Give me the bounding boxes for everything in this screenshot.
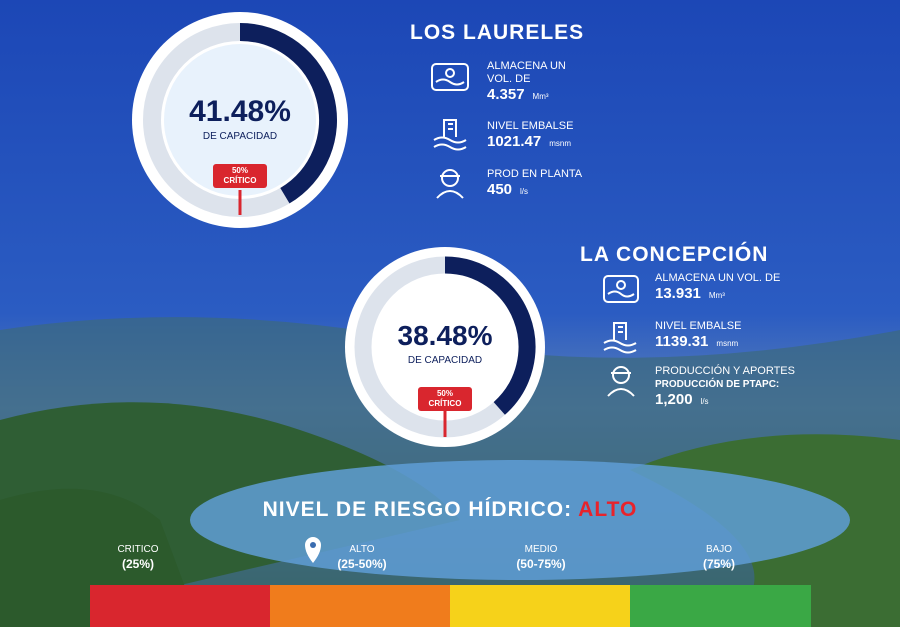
gauge-arc [444, 256, 536, 415]
section-title: LA CONCEPCIÓN [580, 243, 769, 266]
stat: PROD EN PLANTA 450 l/s [487, 168, 582, 198]
stat-number: 13.931 [655, 285, 701, 302]
stat-unit: l/s [700, 397, 709, 406]
risk-level-label: MEDIO (50-75%) [491, 543, 591, 573]
stat: ALMACENA UN VOL. DE 13.931 Mm³ [655, 272, 780, 302]
stat-number: 1139.31 [655, 333, 709, 350]
risk-level-range: (50-75%) [516, 557, 566, 571]
risk-level-range: (25-50%) [337, 557, 387, 571]
marker-text: CRÍTICO [223, 176, 257, 185]
marker-text: 50% [231, 166, 248, 175]
risk-title: NIVEL DE RIESGO HÍDRICO: [262, 498, 573, 521]
stat-number: 4.357 [487, 86, 525, 103]
risk-level-name: ALTO [349, 544, 375, 555]
stat-label: PROD EN PLANTA [487, 168, 583, 180]
risk-level-label: BAJO (75%) [669, 543, 769, 573]
stat-unit: Mm³ [532, 92, 549, 101]
risk-segment [450, 585, 631, 627]
stat-unit: l/s [520, 187, 529, 196]
gauge-arc [239, 23, 337, 204]
marker-text: CRÍTICO [428, 399, 462, 408]
risk-segment [270, 585, 451, 627]
risk-level-label: ALTO (25-50%) [312, 543, 412, 573]
risk-bar [90, 585, 811, 627]
gauge [132, 12, 348, 228]
risk-level-label: CRITICO (25%) [88, 543, 188, 573]
stat-number: 450 [487, 181, 513, 198]
stat-unit: msnm [716, 339, 739, 348]
stat-label: NIVEL EMBALSE [655, 320, 742, 332]
critical-marker: 50% CRÍTICO [213, 164, 267, 188]
stat-value: 450 l/s [487, 181, 582, 198]
risk-level: ALTO [578, 498, 638, 521]
gauge-caption: DE CAPACIDAD [407, 355, 483, 366]
stat-number: 1,200 [655, 391, 693, 408]
stat-label: ALMACENA UN VOL. DE [655, 272, 781, 284]
icons [431, 63, 639, 397]
stat-label: PRODUCCIÓN DE PTAPC: [655, 379, 780, 390]
risk-level-range: (75%) [702, 557, 735, 571]
gauge [345, 247, 545, 447]
stat-label: NIVEL EMBALSE [487, 120, 574, 132]
marker-text: 50% [436, 389, 453, 398]
gauge-value: 38.48% [397, 320, 493, 351]
stat-unit: msnm [549, 139, 572, 148]
risk-segment [90, 585, 271, 627]
risk-segment [630, 585, 811, 627]
stat-value: 1139.31 msnm [655, 333, 741, 350]
risk-level-name: MEDIO [524, 544, 558, 555]
risk-level-name: BAJO [705, 544, 733, 555]
section-title: LOS LAURELES [410, 21, 585, 44]
stat: NIVEL EMBALSE 1139.31 msnm [655, 320, 741, 350]
stat-label: PRODUCCIÓN Y APORTES [655, 365, 795, 377]
stat: PRODUCCIÓN Y APORTES PRODUCCIÓN DE PTAPC:… [655, 365, 795, 408]
stat: ALMACENA UN VOL. DE 4.357 Mm³ [487, 60, 566, 103]
stat: NIVEL EMBALSE 1021.47 msnm [487, 120, 573, 150]
risk-level-name: CRITICO [117, 544, 159, 555]
stat-value: 4.357 Mm³ [487, 86, 566, 103]
stat-number: 1021.47 [487, 133, 542, 150]
gauge-caption: DE CAPACIDAD [202, 131, 278, 142]
risk-level-range: (25%) [121, 557, 154, 571]
stat-value: 1021.47 msnm [487, 133, 573, 150]
stat-label: ALMACENA UN [487, 60, 566, 72]
gauge-value: 41.48% [189, 95, 291, 128]
stat-label: VOL. DE [487, 73, 531, 85]
stat-value: 13.931 Mm³ [655, 285, 780, 302]
stat-value: 1,200 l/s [655, 391, 795, 408]
risk-heading: NIVEL DE RIESGO HÍDRICO: ALTO [0, 498, 900, 522]
stat-unit: Mm³ [708, 291, 725, 300]
critical-marker: 50% CRÍTICO [418, 387, 472, 411]
